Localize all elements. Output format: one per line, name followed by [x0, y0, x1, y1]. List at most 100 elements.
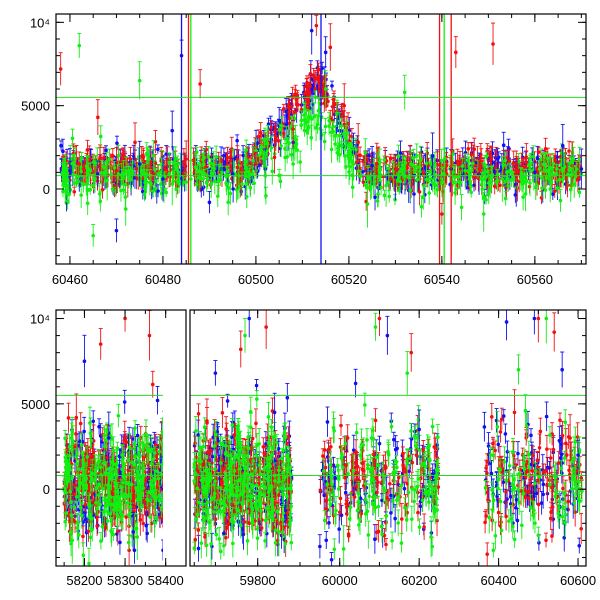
- top-data-point: [291, 127, 295, 131]
- top-noise-point: [195, 150, 199, 154]
- top-noise-point: [460, 164, 465, 168]
- top-data-point: [68, 168, 72, 173]
- top-noise-point: [344, 131, 349, 135]
- top-noise-point: [418, 157, 423, 162]
- top-noise-point: [167, 172, 172, 176]
- top-noise-point: [403, 161, 408, 165]
- top-noise-point: [363, 183, 368, 187]
- top-noise-point: [528, 181, 532, 185]
- top-noise-point: [286, 105, 291, 110]
- top-noise-point: [339, 124, 344, 128]
- top-noise-point: [565, 183, 570, 188]
- bottom-plot-area: [56, 310, 586, 566]
- top-noise-point: [484, 154, 489, 158]
- top-noise-point: [191, 158, 196, 163]
- top-noise-point: [257, 153, 262, 157]
- top-noise-point: [509, 178, 514, 182]
- top-data-point: [114, 168, 119, 173]
- top-noise-point: [121, 188, 126, 192]
- top-noise-point: [539, 195, 544, 200]
- top-data-point: [133, 140, 137, 145]
- top-noise-point: [88, 168, 93, 173]
- top-y-tick-label: 5000: [21, 99, 50, 114]
- top-noise-point: [557, 177, 562, 182]
- top-data-point: [370, 163, 374, 168]
- top-noise-point: [279, 144, 283, 148]
- top-noise-point: [107, 157, 112, 162]
- top-noise-point: [130, 168, 134, 173]
- top-data-point: [184, 157, 188, 161]
- top-noise-point: [212, 179, 217, 184]
- top-data-point: [430, 153, 435, 158]
- top-noise-point: [482, 177, 487, 182]
- top-noise-point: [91, 160, 96, 164]
- top-x-tick-label: 60500: [238, 272, 274, 287]
- top-data-point: [463, 168, 467, 173]
- top-noise-point: [283, 155, 287, 160]
- top-noise-point: [121, 153, 126, 158]
- top-noise-point: [430, 181, 435, 185]
- top-noise-point: [276, 138, 281, 143]
- top-noise-point: [386, 166, 391, 171]
- top-noise-point: [312, 114, 316, 119]
- top-data-point: [421, 195, 426, 200]
- top-noise-point: [66, 178, 70, 183]
- top-noise-point: [228, 191, 233, 196]
- top-noise-point: [478, 160, 483, 165]
- top-noise-point: [382, 158, 387, 162]
- top-noise-point: [524, 160, 529, 164]
- top-data-point: [77, 162, 82, 166]
- top-noise-point: [453, 175, 457, 180]
- top-data-point: [440, 180, 444, 185]
- top-noise-point: [323, 124, 328, 129]
- top-noise-point: [577, 157, 582, 162]
- top-noise-point: [193, 165, 198, 169]
- top-noise-point: [176, 170, 180, 174]
- top-noise-point: [299, 123, 303, 128]
- top-noise-point: [194, 182, 199, 187]
- top-noise-point: [489, 156, 494, 161]
- top-noise-point: [202, 172, 207, 176]
- top-noise-point: [65, 199, 70, 203]
- top-noise-point: [373, 175, 377, 179]
- top-noise-point: [115, 141, 119, 146]
- top-data-point: [323, 87, 328, 91]
- top-noise-point: [340, 144, 344, 148]
- top-noise-point: [174, 165, 179, 169]
- top-noise-point: [466, 147, 471, 151]
- top-noise-point: [409, 162, 413, 166]
- top-noise-point: [214, 154, 218, 159]
- top-noise-point: [329, 147, 334, 152]
- top-noise-point: [128, 157, 133, 161]
- top-noise-point: [311, 73, 316, 78]
- top-noise-point: [517, 159, 521, 164]
- top-noise-point: [204, 147, 209, 152]
- top-noise-point: [256, 134, 261, 139]
- top-data-point: [477, 167, 481, 171]
- top-noise-point: [424, 161, 429, 166]
- top-noise-point: [220, 170, 224, 175]
- top-noise-point: [285, 140, 290, 144]
- top-noise-point: [68, 188, 73, 192]
- top-noise-point: [361, 169, 365, 174]
- top-noise-point: [348, 164, 352, 169]
- top-noise-point: [444, 164, 448, 168]
- top-noise-point: [211, 162, 216, 167]
- top-noise-point: [554, 171, 559, 176]
- top-data-point: [491, 42, 495, 46]
- top-noise-point: [322, 139, 327, 144]
- top-noise-point: [101, 165, 106, 170]
- top-noise-point: [197, 175, 202, 180]
- top-noise-point: [540, 186, 544, 191]
- top-noise-point: [299, 118, 304, 123]
- top-noise-point: [468, 183, 473, 188]
- top-x-tick-label: 60520: [331, 272, 367, 287]
- top-noise-point: [246, 155, 250, 160]
- top-noise-point: [577, 190, 582, 195]
- top-noise-point: [480, 187, 485, 191]
- top-noise-point: [278, 179, 283, 184]
- top-noise-point: [59, 143, 63, 148]
- top-x-tick-label: 60480: [145, 272, 181, 287]
- top-data-point: [365, 202, 370, 206]
- top-x-tick-label: 60540: [424, 272, 460, 287]
